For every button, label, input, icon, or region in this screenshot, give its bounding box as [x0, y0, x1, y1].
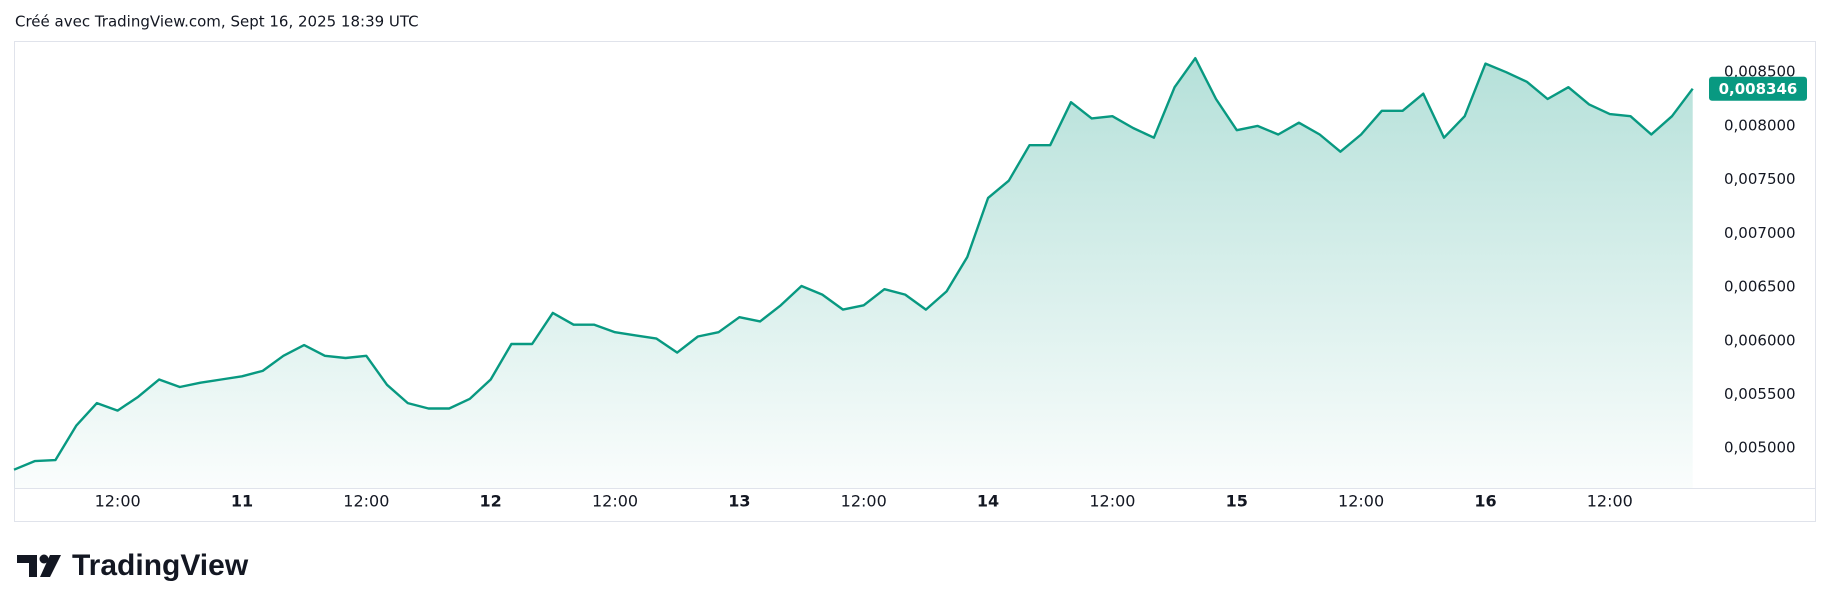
x-tick-label: 13 [728, 492, 750, 511]
price-badge [1709, 76, 1807, 101]
x-tick-label: 11 [231, 492, 253, 511]
x-tick-label: 12:00 [592, 492, 638, 511]
x-tick-label: 12 [480, 492, 502, 511]
y-tick-label: 0,007000 [1724, 224, 1796, 242]
x-tick-label: 12:00 [95, 492, 141, 511]
brand-logo [17, 554, 61, 577]
price-line [13, 57, 1694, 471]
y-tick-label: 0,008500 [1724, 63, 1796, 81]
y-tick-label: 0,006500 [1724, 278, 1796, 296]
x-tick-label: 16 [1474, 492, 1496, 511]
x-tick-label: 12:00 [841, 492, 887, 511]
y-tick-label: 0,008000 [1724, 116, 1796, 134]
brand-name: TradingView [72, 549, 249, 582]
header: Créé avec TradingView.com, Sept 16, 2025… [15, 13, 419, 31]
price-badge-label: 0,008346 [1719, 80, 1798, 98]
y-tick-label: 0,006000 [1724, 331, 1796, 349]
x-tick-label: 15 [1226, 492, 1248, 511]
x-tick-label: 12:00 [343, 492, 389, 511]
x-tick-label: 14 [977, 492, 999, 511]
x-tick-label: 12:00 [1587, 492, 1633, 511]
y-tick-label: 0,005500 [1724, 385, 1796, 403]
chart-frame [14, 41, 1816, 522]
x-tick-label: 12:00 [1338, 492, 1384, 511]
y-tick-label: 0,005000 [1724, 439, 1796, 457]
area-fill [14, 58, 1693, 488]
x-tick-label: 12:00 [1089, 492, 1135, 511]
y-tick-label: 0,007500 [1724, 170, 1796, 188]
